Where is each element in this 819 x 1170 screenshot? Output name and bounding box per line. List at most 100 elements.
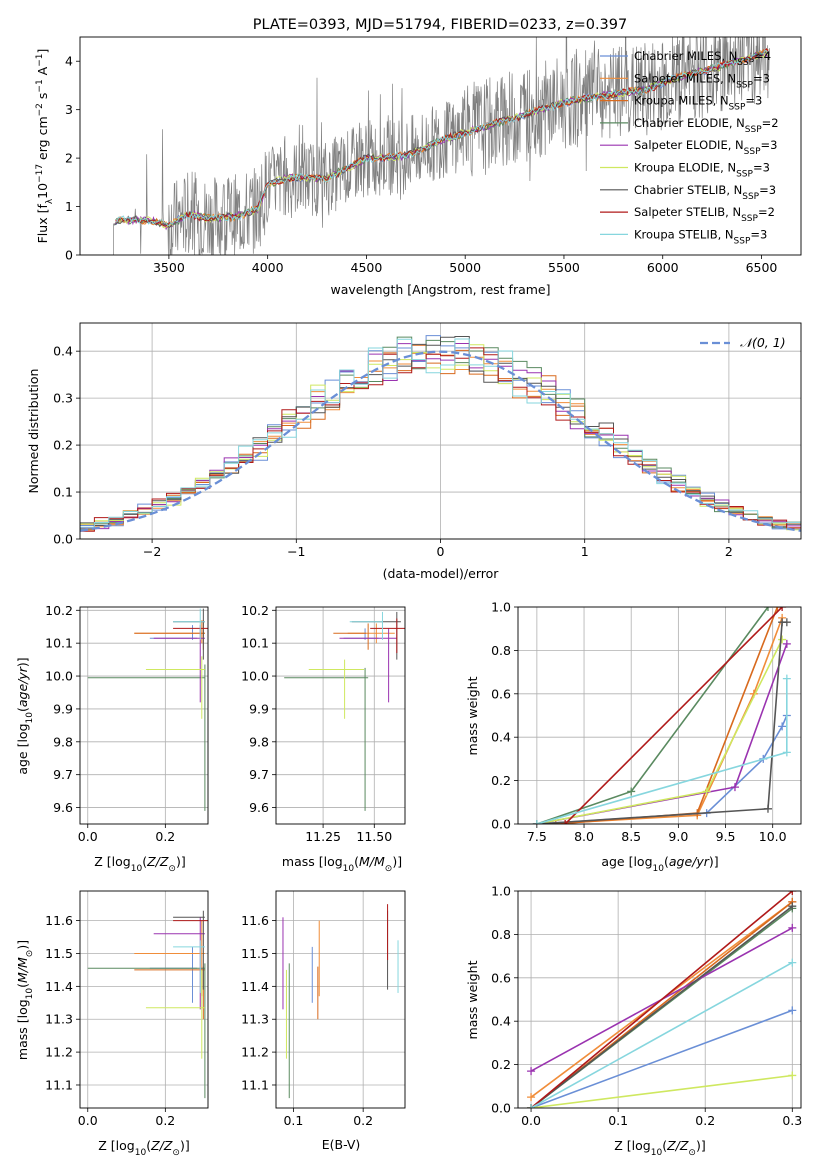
plot-area bbox=[282, 904, 399, 1099]
weight-z-line-kroupa-elodie bbox=[531, 1074, 793, 1108]
weight-age-ytick-label: 0.6 bbox=[491, 686, 511, 701]
label-part: −1 bbox=[35, 79, 45, 92]
age-mass-xtick-label: 11.25 bbox=[305, 829, 341, 844]
residuals-xlabel: (data-model)/error bbox=[383, 566, 500, 581]
legend-entry-salpeter-stelib: Salpeter STELIB, NSSP=2 bbox=[634, 205, 775, 224]
mass-ebv-xtick-label: 0.1 bbox=[283, 1113, 303, 1128]
label-part: ( bbox=[15, 983, 30, 988]
legend-entry-kroupa-miles: Kroupa MILES, NSSP=3 bbox=[634, 94, 762, 113]
spectrum-axes: 3500 4000 4500 5000 5500 6000 6500 0 1 2 3 4 wavelen… bbox=[35, 36, 802, 297]
label-part: Z [log bbox=[94, 854, 130, 869]
hist-chabrier-miles bbox=[80, 335, 801, 530]
spectrum-ytick-label: 1 bbox=[65, 199, 73, 214]
residuals-ytick-label: 0.2 bbox=[53, 438, 73, 453]
weight-age-ytick-label: 0.0 bbox=[491, 817, 511, 832]
label-part: ( bbox=[142, 854, 147, 869]
weight-z-ytick-label: 1.0 bbox=[491, 884, 511, 899]
weight-z-ytick-label: 0.8 bbox=[491, 927, 511, 942]
label-part: λ bbox=[45, 198, 55, 204]
spectrum-ytick-label: 3 bbox=[65, 102, 73, 117]
plot-area bbox=[284, 611, 405, 811]
weight-z-xtick-label: 0.1 bbox=[608, 1113, 628, 1128]
hist-kroupa-stelib bbox=[80, 338, 801, 528]
legend-entry-chabrier-miles: Chabrier MILES, NSSP=4 bbox=[634, 49, 771, 68]
legend-entry-salpeter-elodie: Salpeter ELODIE, NSSP=3 bbox=[634, 138, 777, 157]
residuals-ylabel: Normed distribution bbox=[26, 369, 41, 494]
label-part: =2 bbox=[762, 116, 779, 130]
weight-z-line-chabrier-stelib-point bbox=[788, 902, 797, 911]
age-z-ytick-label: 10.0 bbox=[45, 669, 73, 684]
figure-title: PLATE=0393, MJD=51794, FIBERID=0233, z=0… bbox=[253, 17, 627, 33]
legend-entry-chabrier-stelib: Chabrier STELIB, NSSP=3 bbox=[634, 183, 776, 202]
weight-z-axes: 0.0 0.1 0.2 0.3 0.0 0.2 0.4 0.6 0.8 1.0 Z [log10(Z… bbox=[465, 884, 802, 1159]
residuals-frame bbox=[79, 322, 802, 540]
age-mass-ytick-label: 9.9 bbox=[249, 701, 269, 716]
label-part: Kroupa MILES, N bbox=[634, 94, 729, 108]
label-part: 10 bbox=[25, 712, 35, 724]
weight-age-line-salpeter-stelib-point bbox=[561, 820, 570, 824]
plot-area bbox=[87, 608, 208, 811]
weight-z-line-salpeter-stelib-point bbox=[788, 891, 797, 895]
label-part: 10 bbox=[25, 988, 35, 1000]
weight-z-line-salpeter-stelib bbox=[530, 891, 793, 1108]
age-mass-xtick-label: 11.50 bbox=[356, 829, 392, 844]
label-part: =3 bbox=[753, 71, 770, 85]
mass-ebv-frame bbox=[275, 890, 406, 1109]
mass-ebv-ytick-label: 11.6 bbox=[241, 913, 269, 928]
label-part: ⊙ bbox=[25, 950, 35, 958]
age-mass-xlabel: mass [log10(M/M⊙)] bbox=[282, 854, 402, 874]
plot-area bbox=[80, 335, 801, 532]
label-part: 10 bbox=[35, 183, 50, 199]
age-z-ytick-label: 10.1 bbox=[45, 636, 73, 651]
label-part: SSP bbox=[737, 58, 754, 68]
label-part: SSP bbox=[745, 125, 762, 135]
label-part: Chabrier MILES, N bbox=[634, 49, 737, 63]
mass-ebv-ytick-label: 11.3 bbox=[241, 1012, 269, 1027]
spectrum-ytick-label: 2 bbox=[65, 151, 73, 166]
spectrum-xtick-label: 3500 bbox=[153, 260, 185, 275]
label-part: 10 bbox=[343, 864, 355, 874]
weight-age-line-chabrier-elodie-point bbox=[763, 607, 772, 611]
label-part: 10 bbox=[653, 864, 665, 874]
spectrum-xtick-label: 6500 bbox=[746, 260, 778, 275]
label-part: SSP bbox=[736, 80, 753, 90]
age-mass-axes: 11.25 11.50 9.6 9.7 9.8 9.9 10.0 10.1 10.2 mass [… bbox=[241, 603, 406, 874]
age-z-ylabel: age [log10(age/yr)] bbox=[15, 657, 35, 774]
spectrum-xtick-label: 4000 bbox=[252, 260, 284, 275]
mass-ebv-xtick-label: 0.2 bbox=[353, 1113, 373, 1128]
label-part: ( bbox=[662, 1138, 667, 1153]
weight-z-xtick-label: 0.2 bbox=[695, 1113, 715, 1128]
weight-age-xlabel: age [log10(age/yr)] bbox=[601, 854, 718, 874]
spectrum-ytick-label: 4 bbox=[65, 54, 73, 69]
weight-age-line-kroupa-miles-point bbox=[773, 607, 782, 611]
label-part: M/M bbox=[359, 854, 385, 869]
hist-salpeter-elodie bbox=[80, 343, 801, 530]
label-part: age [log bbox=[15, 723, 30, 774]
label-part: Z [log bbox=[614, 1138, 650, 1153]
label-part: ( bbox=[15, 707, 30, 712]
weight-z-line-kroupa-stelib-point bbox=[527, 1104, 536, 1108]
weight-z-line-kroupa-stelib-point bbox=[788, 958, 797, 967]
label-part: =4 bbox=[754, 49, 771, 63]
weight-age-xtick-label: 8.0 bbox=[574, 829, 594, 844]
weight-age-line-chabrier-miles-point bbox=[778, 722, 787, 731]
label-part: −2 bbox=[35, 103, 45, 116]
weight-age-frame bbox=[517, 606, 802, 825]
weight-z-line-chabrier-miles-point bbox=[788, 1006, 797, 1015]
age-mass-ytick-label: 9.7 bbox=[249, 767, 269, 782]
label-part: −1 bbox=[35, 54, 45, 67]
weight-z-line-salpeter-elodie-point bbox=[527, 1067, 536, 1076]
weight-z-line-kroupa-stelib bbox=[530, 961, 793, 1108]
age-z-ytick-label: 9.8 bbox=[53, 734, 73, 749]
plot-area bbox=[80, 37, 770, 255]
age-mass-frame bbox=[275, 606, 406, 825]
weight-age-line-kroupa-stelib-point bbox=[782, 748, 791, 757]
weight-z-line-salpeter-miles-point bbox=[527, 1093, 536, 1102]
label-part: Chabrier STELIB, N bbox=[634, 183, 742, 197]
mass-ebv-ytick-label: 11.5 bbox=[241, 946, 269, 961]
residuals-axes: −2 −1 0 1 2 0.0 0.1 0.2 0.3 0.4 𝒩(0, 1) (data-model… bbox=[26, 322, 802, 581]
label-part: Z [log bbox=[98, 1138, 134, 1153]
mass-z-ylabel: mass [log10(M/M⊙)] bbox=[15, 940, 35, 1060]
label-part: )] bbox=[176, 854, 186, 869]
